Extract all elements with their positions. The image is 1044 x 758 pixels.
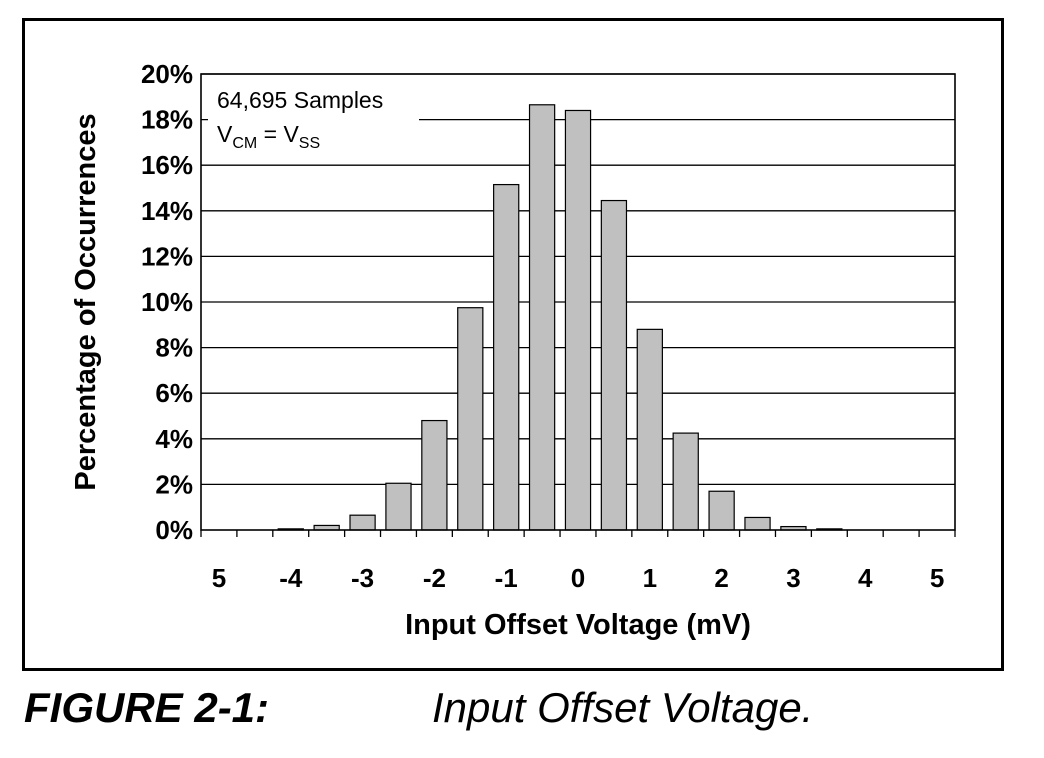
x-tick-label: 3 <box>786 563 800 593</box>
y-tick-label: 6% <box>155 378 193 408</box>
histogram-bar <box>493 183 520 531</box>
histogram-bar <box>421 419 448 531</box>
histogram-bar <box>564 109 592 531</box>
histogram-bar <box>528 104 556 531</box>
y-tick-label: 4% <box>155 424 193 454</box>
y-tick-label: 12% <box>141 241 193 271</box>
y-tick-label: 10% <box>141 287 193 317</box>
samples-annotation: 64,695 Samples <box>217 87 383 113</box>
y-tick-label: 14% <box>141 196 193 226</box>
histogram-bar <box>349 514 376 531</box>
annotation-box <box>208 80 419 156</box>
x-tick-label: 4 <box>858 563 873 593</box>
x-tick-label: 5 <box>930 563 944 593</box>
figure-number: FIGURE 2-1: <box>24 684 270 731</box>
x-tick-label: -4 <box>279 563 303 593</box>
histogram-bar <box>457 307 484 531</box>
histogram-bar <box>744 516 771 531</box>
x-axis-title: Input Offset Voltage (mV) <box>405 609 751 641</box>
figure-caption: Input Offset Voltage. <box>432 684 814 731</box>
x-tick-label: -2 <box>423 563 446 593</box>
x-tick-label: -1 <box>495 563 518 593</box>
histogram-bar <box>636 328 663 531</box>
y-tick-label: 20% <box>141 59 193 89</box>
y-tick-label: 18% <box>141 105 193 135</box>
x-tick-label: 1 <box>643 563 657 593</box>
y-tick-label: 16% <box>141 150 193 180</box>
y-tick-label: 0% <box>155 515 193 545</box>
x-tick-label: 2 <box>714 563 728 593</box>
x-tick-label: 5 <box>212 563 226 593</box>
y-tick-label: 8% <box>155 333 193 363</box>
vcm-annotation: VCM = VSS <box>217 121 320 152</box>
histogram-chart: 0% 2% 4% 6% 8% 10% 12% 14% 16% 18% 20% 5 -4 -3 -2 -1 0 1 2… <box>70 59 956 641</box>
histogram-bar <box>600 199 628 531</box>
histogram-bar <box>708 490 735 531</box>
figure-frame: 0% 2% 4% 6% 8% 10% 12% 14% 16% 18% 20% 5 -4 -3 -2 -1 0 1 2… <box>22 18 1004 671</box>
histogram-bar <box>672 432 699 531</box>
x-tick-label: 0 <box>571 563 585 593</box>
y-axis-title: Percentage of Occurrences <box>70 113 102 490</box>
x-tick-label: -3 <box>351 563 374 593</box>
y-tick-label: 2% <box>155 469 193 499</box>
plot-border <box>200 73 956 531</box>
histogram-bar <box>385 482 412 531</box>
